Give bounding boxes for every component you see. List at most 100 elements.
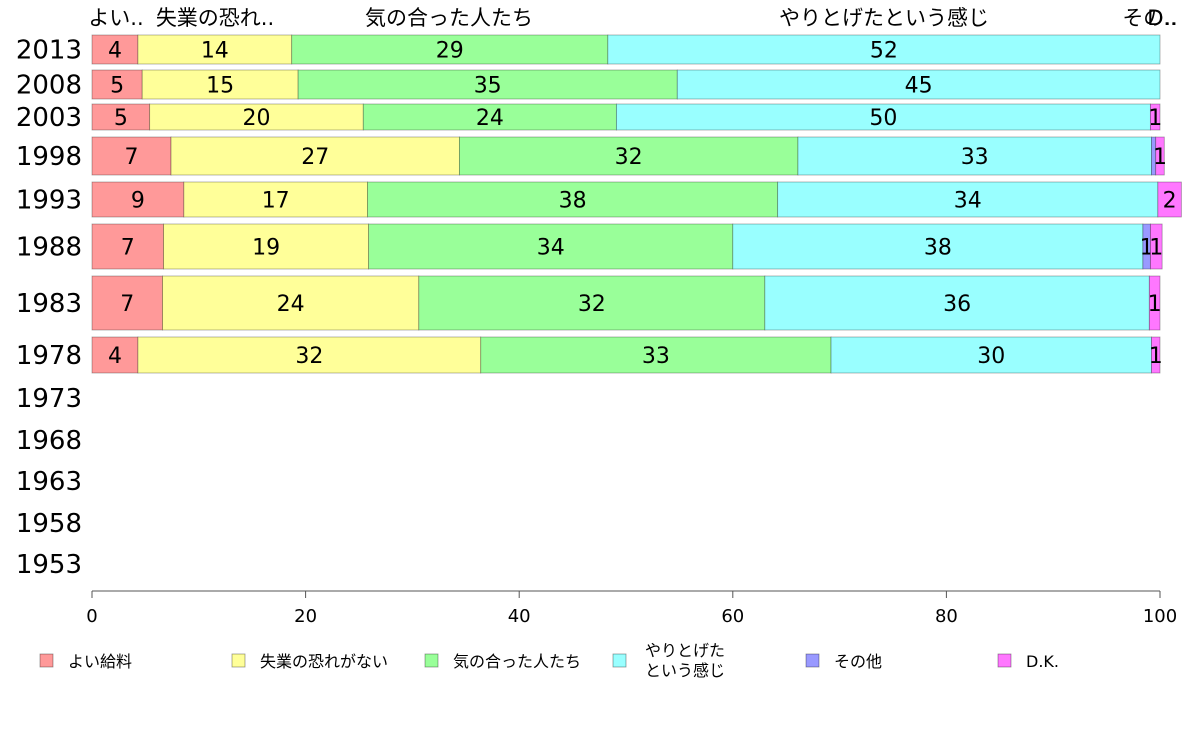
value-label-1993-s3: 34 [954, 189, 982, 214]
x-tick-label-80: 80 [935, 606, 958, 627]
bar-2008-s2 [297, 69, 678, 100]
top-series-label-0: よい.. [88, 6, 143, 30]
x-tick-label-20: 20 [294, 606, 317, 627]
legend-label-3: やりとげたという感じ [645, 641, 725, 680]
top-series-label-4: その.. [1122, 6, 1177, 30]
bar-2013-s1 [137, 34, 293, 65]
top-series-label-3: やりとげたという感じ [779, 6, 989, 30]
legend-swatch-5 [997, 653, 1012, 668]
x-tick-label-100: 100 [1143, 606, 1177, 627]
top-series-label-1: 失業の恐れ.. [156, 6, 274, 30]
legend-swatch-0 [39, 653, 54, 668]
value-label-2008-s2: 35 [474, 74, 502, 99]
value-label-1998-s5: 1 [1153, 145, 1167, 170]
value-label-1988-s4: 1 [1140, 236, 1154, 261]
x-tick-label-40: 40 [508, 606, 531, 627]
top-series-label-5: D.. [1147, 6, 1177, 30]
value-label-1998-s2: 32 [615, 145, 643, 170]
value-label-2008-s3: 45 [905, 74, 933, 99]
value-label-1988-s1: 19 [252, 236, 280, 261]
value-label-1983-s1: 24 [277, 292, 305, 317]
value-label-1983-s0: 7 [120, 292, 134, 317]
bar-1998-s0 [91, 136, 172, 176]
bar-2003-s5 [1149, 103, 1161, 131]
value-label-2003-s3: 50 [869, 106, 897, 131]
bar-1978-s3 [830, 336, 1152, 374]
bar-1993-s0 [91, 181, 185, 218]
value-label-1993-s5: 2 [1163, 189, 1177, 214]
value-label-2003-s5: 1 [1148, 106, 1162, 131]
year-label-1998: 1998 [16, 142, 82, 172]
year-label-2003: 2003 [16, 103, 82, 133]
bar-1988-s2 [368, 223, 734, 270]
bar-1978-s5 [1151, 336, 1161, 374]
year-label-1993: 1993 [16, 186, 82, 216]
bar-1983-s5 [1148, 275, 1161, 331]
value-label-2003-s2: 24 [476, 106, 504, 131]
bar-2013-s2 [291, 34, 609, 65]
bar-2008-s3 [676, 69, 1161, 100]
legend-label-1: 失業の恐れがない [260, 652, 388, 671]
bar-1998-s1 [170, 136, 460, 176]
value-label-2003-s1: 20 [242, 106, 270, 131]
value-label-1988-s2: 34 [537, 236, 565, 261]
legend-swatch-2 [424, 653, 439, 668]
bar-1978-s0 [91, 336, 139, 374]
year-label-2008: 2008 [16, 71, 82, 101]
value-label-1978-s0: 4 [108, 344, 122, 369]
bar-1993-s5 [1157, 181, 1182, 218]
value-label-1993-s0: 9 [131, 189, 145, 214]
bar-1988-s5 [1149, 223, 1163, 270]
bar-1988-s1 [163, 223, 370, 270]
year-label-1983: 1983 [16, 289, 82, 319]
value-label-1998-s3: 33 [961, 145, 989, 170]
bar-1998-s5 [1155, 136, 1165, 176]
value-label-1983-s3: 36 [943, 292, 971, 317]
legend-label-2: 気の合った人たち [453, 652, 581, 671]
bar-1988-s3 [732, 223, 1144, 270]
value-label-1988-s0: 7 [121, 236, 135, 261]
bar-2013-s0 [91, 34, 139, 65]
bar-1983-s1 [162, 275, 420, 331]
bar-2008-s0 [91, 69, 143, 100]
value-label-1998-s1: 27 [301, 145, 329, 170]
bar-1988-s0 [91, 223, 164, 270]
value-label-1978-s3: 30 [977, 344, 1005, 369]
bar-2013-s3 [607, 34, 1161, 65]
bar-1993-s3 [777, 181, 1159, 218]
value-label-1998-s0: 7 [125, 145, 139, 170]
value-label-2008-s0: 5 [110, 74, 124, 99]
legend-swatch-1 [231, 653, 246, 668]
value-label-1978-s1: 32 [295, 344, 323, 369]
value-label-2013-s3: 52 [870, 39, 898, 64]
value-label-1983-s5: 1 [1148, 292, 1162, 317]
year-label-1958: 1958 [16, 509, 82, 539]
bar-2003-s0 [91, 103, 151, 131]
year-label-1968: 1968 [16, 426, 82, 456]
bar-2003-s3 [615, 103, 1151, 131]
year-label-1978: 1978 [16, 341, 82, 371]
value-label-1978-s5: 1 [1149, 344, 1163, 369]
bar-1993-s2 [367, 181, 779, 218]
bar-1993-s1 [183, 181, 368, 218]
value-label-1983-s2: 32 [578, 292, 606, 317]
value-label-2013-s2: 29 [436, 39, 464, 64]
year-label-1973: 1973 [16, 384, 82, 414]
bar-1978-s2 [480, 336, 832, 374]
value-label-1988-s5: 1 [1149, 236, 1163, 261]
x-tick-label-0: 0 [86, 606, 97, 627]
year-label-1953: 1953 [16, 550, 82, 580]
bar-2008-s1 [141, 69, 299, 100]
x-tick-label-60: 60 [721, 606, 744, 627]
year-label-1963: 1963 [16, 467, 82, 497]
value-label-1993-s1: 17 [262, 189, 290, 214]
year-label-1988: 1988 [16, 233, 82, 263]
value-label-2008-s1: 15 [206, 74, 234, 99]
year-label-2013: 2013 [16, 36, 82, 66]
legend-label-5: D.K. [1026, 652, 1059, 671]
bar-1998-s2 [458, 136, 799, 176]
value-label-2013-s0: 4 [108, 39, 122, 64]
bar-1978-s1 [137, 336, 482, 374]
value-label-1978-s2: 33 [642, 344, 670, 369]
value-label-2013-s1: 14 [201, 39, 229, 64]
